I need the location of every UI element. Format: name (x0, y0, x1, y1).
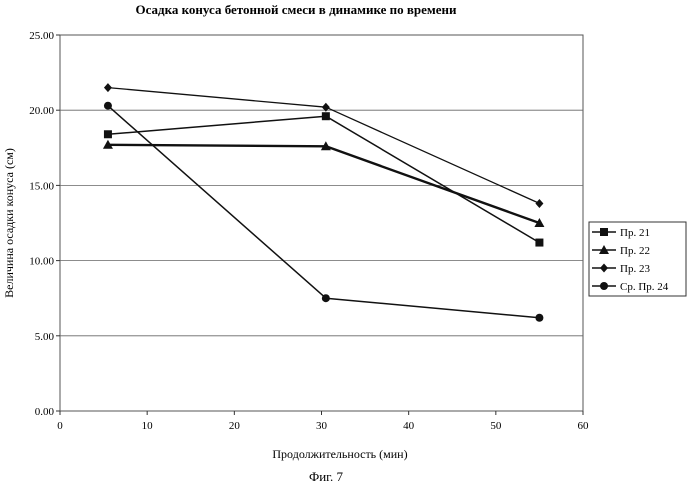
x-tick-label: 40 (403, 420, 415, 432)
legend-label: Пр. 21 (620, 227, 650, 239)
y-tick-label: 25.00 (29, 30, 54, 42)
x-axis: 0 10 20 30 40 50 60 (57, 411, 589, 432)
y-tick-label: 20.00 (29, 105, 54, 117)
series-line (108, 116, 540, 242)
data-point-diamond (104, 83, 112, 92)
y-axis: 0.00 5.00 10.00 15.00 20.00 25.00 (29, 30, 60, 418)
data-point-square (322, 112, 330, 120)
series-4 (104, 102, 543, 322)
legend-label: Пр. 22 (620, 245, 650, 257)
data-point-circle (535, 314, 543, 322)
series-2 (103, 140, 544, 227)
legend-label: Пр. 23 (620, 263, 650, 275)
data-point-circle (322, 294, 330, 302)
x-tick-label: 20 (229, 420, 241, 432)
series-line (108, 106, 540, 318)
legend-marker-square (600, 228, 608, 236)
data-point-square (535, 239, 543, 247)
x-tick-label: 10 (142, 420, 154, 432)
x-tick-label: 50 (490, 420, 502, 432)
x-tick-label: 30 (316, 420, 328, 432)
chart-title: Осадка конуса бетонной смеси в динамике … (135, 2, 457, 17)
plot-area (60, 35, 583, 411)
data-point-circle (104, 102, 112, 110)
series-layer (103, 83, 544, 322)
chart: Осадка конуса бетонной смеси в динамике … (0, 0, 700, 491)
x-tick-label: 60 (578, 420, 590, 432)
x-axis-label: Продолжительность (мин) (272, 447, 407, 461)
y-axis-label: Величина осадки конуса (см) (2, 148, 16, 298)
series-line (108, 145, 540, 223)
y-tick-label: 15.00 (29, 180, 54, 192)
series-1 (104, 112, 543, 246)
y-tick-label: 5.00 (35, 331, 55, 343)
y-tick-label: 0.00 (35, 406, 55, 418)
y-tick-label: 10.00 (29, 256, 54, 268)
data-point-square (104, 130, 112, 138)
legend: Пр. 21 Пр. 22 Пр. 23 Ср. Пр. 24 (589, 222, 686, 296)
figure-caption: Фиг. 7 (309, 469, 344, 484)
legend-label: Ср. Пр. 24 (620, 281, 669, 293)
legend-marker-circle (600, 282, 608, 290)
data-point-diamond (535, 199, 543, 208)
x-tick-label: 0 (57, 420, 63, 432)
plot-frame (60, 35, 583, 411)
